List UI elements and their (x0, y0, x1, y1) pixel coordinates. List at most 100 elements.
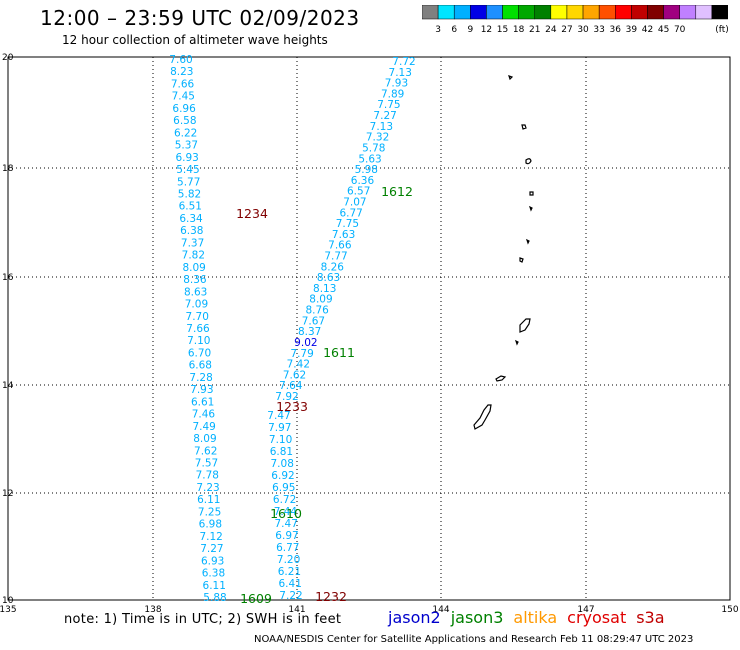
island-outline (508, 75, 514, 81)
latitude-tick-label: 18 (2, 164, 14, 174)
latitude-tick-label: 20 (2, 53, 14, 63)
island-outline (521, 124, 527, 130)
wave-height-left-track: 6.70 (188, 347, 211, 359)
wave-height-upper-right-track: 8.37 (298, 326, 321, 338)
wave-height-left-track: 7.10 (187, 335, 210, 347)
legend-label: 24 (545, 25, 557, 35)
wave-height-upper-right-track: 6.57 (347, 186, 370, 198)
island-outline (529, 191, 534, 196)
wave-height-upper-right-track: 7.63 (332, 229, 355, 241)
wave-height-lower-right-track: 7.22 (279, 590, 302, 602)
wave-height-upper-right-track: 7.07 (343, 196, 366, 208)
pass-time-label: 1232 (315, 589, 347, 604)
wave-height-lower-right-track: 6.95 (272, 482, 295, 494)
latitude-tick-label: 16 (2, 273, 14, 283)
wave-height-upper-right-track: 7.72 (392, 56, 415, 68)
wave-height-upper-right-track: 7.13 (389, 67, 412, 79)
wave-height-left-track: 7.25 (198, 506, 221, 518)
credit-line: NOAA/NESDIS Center for Satellite Applica… (254, 634, 694, 645)
longitude-tick-label: 141 (288, 605, 305, 615)
wave-height-lower-right-track: 6.77 (276, 542, 299, 554)
longitude-tick-label: 135 (0, 605, 17, 615)
wave-height-left-track: 7.93 (190, 384, 213, 396)
pass-time-label: 1233 (276, 399, 308, 414)
wave-height-lower-right-track: 7.97 (268, 422, 291, 434)
longitude-tick-label: 138 (144, 605, 161, 615)
wave-height-upper-right-track: 5.63 (358, 153, 381, 165)
wave-height-upper-right-track: 7.77 (324, 251, 347, 263)
legend-label: (ft) (715, 25, 728, 35)
island-outline (525, 158, 532, 165)
wave-height-upper-right-track: 9.02 (294, 337, 317, 349)
wave-height-left-track: 7.57 (195, 458, 218, 470)
wave-height-lower-right-track: 7.44 (274, 506, 298, 518)
wave-height-left-track: 6.11 (197, 494, 220, 506)
wave-height-upper-right-track: 6.77 (339, 207, 362, 219)
wave-height-left-track: 5.77 (177, 176, 200, 188)
wave-height-upper-right-track: 7.66 (328, 240, 352, 252)
wave-height-left-track: 6.98 (199, 519, 222, 531)
wave-height-upper-right-track: 7.62 (283, 369, 306, 381)
footnote: note: 1) Time is in UTC; 2) SWH is in fe… (64, 612, 342, 627)
wave-height-left-track: 7.66 (171, 78, 195, 90)
wave-height-left-track: 7.23 (196, 482, 219, 494)
wave-height-left-track: 8.09 (193, 433, 216, 445)
wave-height-left-track: 6.68 (189, 360, 212, 372)
wave-height-left-track: 6.61 (191, 396, 214, 408)
wave-height-upper-right-track: 7.67 (302, 315, 325, 327)
wave-height-left-track: 5.37 (175, 140, 198, 152)
legend-label: 36 (610, 25, 622, 35)
wave-height-upper-right-track: 7.75 (336, 218, 359, 230)
island-outline (473, 404, 492, 430)
wave-height-upper-right-track: 7.42 (287, 359, 310, 371)
wave-height-upper-right-track: 8.13 (313, 283, 336, 295)
color-legend: 3 6 9 12 15 18 21 24 27 30 33 36 39 42 45 70 (ft) (422, 5, 728, 35)
pass-time-label: 1611 (323, 345, 355, 360)
wave-height-left-track: 6.38 (202, 568, 225, 580)
satellite-jason2: jason2 (388, 608, 441, 627)
satellite-cryosat: cryosat (567, 608, 627, 627)
wave-height-left-track: 7.28 (189, 372, 212, 384)
wave-height-left-track: 6.58 (173, 115, 196, 127)
wave-height-left-track: 6.34 (179, 213, 203, 225)
wave-height-left-track: 7.60 (169, 54, 192, 66)
wave-height-left-track: 7.70 (186, 311, 209, 323)
satellite-legend: jason2 jason3 altika cryosat s3a (388, 608, 675, 627)
wave-height-left-track: 7.62 (194, 445, 217, 457)
wave-height-upper-right-track: 7.92 (275, 391, 298, 403)
wave-height-upper-right-track: 8.63 (317, 272, 340, 284)
legend-label: 70 (674, 25, 686, 35)
legend-label: 18 (513, 25, 525, 35)
wave-height-left-track: 8.36 (183, 274, 207, 286)
map-frame (7, 56, 731, 601)
longitude-tick-label: 144 (432, 605, 449, 615)
wave-height-left-track: 7.82 (182, 250, 205, 262)
legend-label: 39 (626, 25, 638, 35)
wave-height-lower-right-track: 7.08 (271, 458, 294, 470)
wave-height-upper-right-track: 6.36 (351, 175, 375, 187)
wave-height-left-track: 7.49 (192, 421, 215, 433)
latitude-tick-label: 14 (2, 381, 14, 391)
latitude-tick-label: 10 (2, 596, 14, 606)
wave-height-upper-right-track: 5.78 (362, 142, 385, 154)
wave-height-upper-right-track: 8.09 (309, 294, 332, 306)
wave-height-left-track: 5.82 (178, 189, 201, 201)
wave-height-upper-right-track: 7.32 (366, 132, 389, 144)
island-outline (528, 205, 533, 212)
wave-height-left-track: 7.12 (199, 531, 222, 543)
wave-height-upper-right-track: 7.13 (370, 121, 393, 133)
wave-height-left-track: 8.09 (182, 262, 205, 274)
satellite-jason3: jason3 (450, 608, 504, 627)
latitude-tick-label: 12 (2, 489, 13, 499)
map-title: 12:00 – 23:59 UTC 02/09/2023 (40, 6, 360, 30)
pass-time-label: 1234 (236, 206, 268, 221)
legend-swatch (711, 5, 728, 20)
legend-label: 33 (593, 25, 604, 35)
wave-height-left-track: 8.23 (170, 66, 193, 78)
wave-height-upper-right-track: 7.79 (290, 348, 313, 360)
pass-time-label: 1612 (381, 184, 413, 199)
wave-height-left-track: 6.51 (179, 201, 202, 213)
satellite-s3a: s3a (636, 608, 665, 627)
wave-height-left-track: 5.88 (203, 592, 226, 604)
